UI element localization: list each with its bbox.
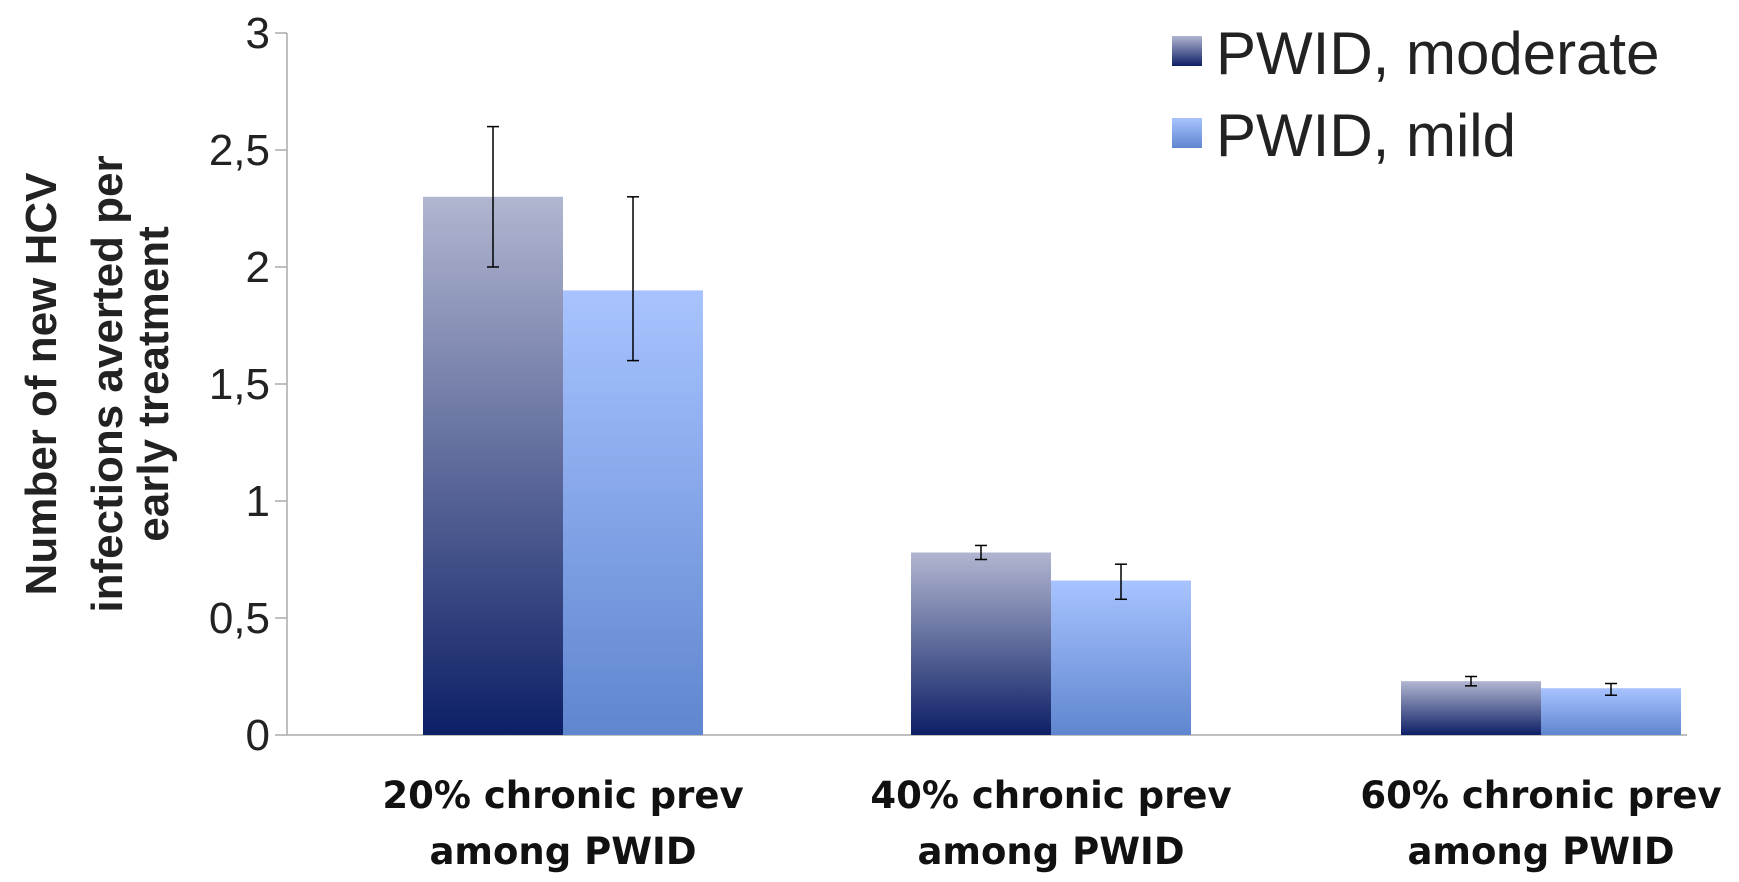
legend-label: PWID, moderate — [1216, 20, 1659, 87]
bar — [563, 290, 703, 735]
error-bar — [1465, 675, 1477, 687]
y-tick-label: 2,5 — [209, 126, 270, 175]
y-axis-title-line: Number of new HCV — [17, 172, 66, 596]
legend: PWID, moderate PWID, mild — [1172, 20, 1659, 169]
x-category-label: 20% chronic prev among PWID — [382, 774, 743, 873]
error-bar — [1605, 682, 1617, 696]
y-axis-title-line: infections averted per — [83, 155, 132, 612]
y-tick-label: 0 — [246, 711, 270, 760]
y-tick-label: 3 — [246, 9, 270, 58]
bars — [423, 196, 1681, 736]
error-bar — [487, 125, 499, 268]
x-category-label: 40% chronic prev among PWID — [870, 774, 1231, 873]
error-bar — [1115, 563, 1127, 601]
legend-label: PWID, mild — [1216, 102, 1516, 169]
bar — [423, 196, 563, 736]
error-bar — [627, 196, 639, 362]
error-bar — [975, 544, 987, 561]
x-axis-category-labels: 20% chronic prev among PWID 40% chronic pr… — [382, 774, 1721, 873]
error-bars — [487, 125, 1617, 696]
legend-swatch — [1172, 36, 1202, 66]
y-tick-label: 1,5 — [209, 360, 270, 409]
bar — [1401, 681, 1541, 735]
y-axis-title-line: early treatment — [129, 226, 178, 542]
bar — [1051, 580, 1191, 735]
y-axis-label: Number of new HCV infections averted pere… — [17, 155, 178, 612]
y-axis-ticks: 0 0,5 1 1,5 2 2,5 3 — [209, 9, 287, 760]
y-tick-label: 0,5 — [209, 594, 270, 643]
y-tick-label: 2 — [246, 243, 270, 292]
x-category-label: 60% chronic prev among PWID — [1360, 774, 1721, 873]
legend-swatch — [1172, 118, 1202, 148]
bar — [911, 552, 1051, 735]
bar — [1541, 688, 1681, 735]
y-tick-label: 1 — [246, 477, 270, 526]
